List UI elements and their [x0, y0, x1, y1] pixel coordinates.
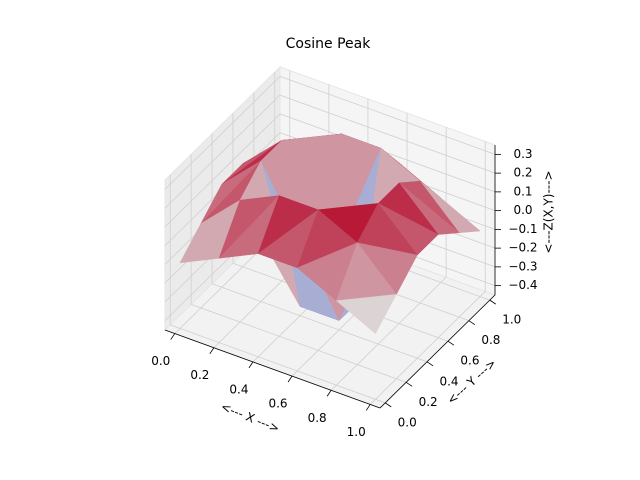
tick-mark — [385, 402, 392, 408]
x-tick-label: 0.6 — [268, 397, 287, 411]
grid-line — [164, 94, 281, 209]
y-tick-label: 0.2 — [419, 395, 438, 409]
tick-mark — [170, 333, 176, 340]
grid-line — [211, 283, 428, 363]
tick-mark — [365, 404, 371, 411]
grid-line — [164, 113, 281, 228]
x-tick-label: 1.0 — [347, 425, 366, 439]
z-axis-label: <---Z(X,Y)---> — [542, 170, 556, 253]
grid-line — [279, 113, 496, 193]
grid-line — [170, 324, 386, 404]
tick-mark — [468, 320, 476, 326]
tick-mark — [248, 361, 254, 369]
x-tick-label: 0.2 — [190, 368, 209, 382]
tick-mark — [447, 340, 455, 346]
x-tick-label: 0.8 — [308, 411, 327, 425]
y-tick-label: 0.0 — [398, 415, 417, 429]
z-tick-label: 0.2 — [513, 166, 532, 180]
x-tick-label: 0.0 — [151, 354, 170, 368]
grid-line — [164, 76, 281, 190]
grid-line — [330, 276, 447, 391]
surface-facet — [335, 294, 397, 335]
y-tick-label: 1.0 — [502, 313, 521, 327]
y-tick-label: 0.6 — [460, 354, 479, 368]
y-axis-line — [379, 294, 496, 409]
z-tick-label: −0.3 — [508, 259, 537, 273]
grid-line — [369, 291, 486, 405]
grid-line — [279, 75, 496, 155]
tick-mark — [326, 390, 332, 397]
y-tick-label: 0.8 — [481, 333, 500, 347]
y-tick-label: 0.4 — [439, 374, 458, 388]
grid-line — [279, 94, 496, 174]
chart-title: Cosine Peak — [286, 36, 372, 52]
x-axis-line — [164, 329, 381, 409]
z-tick-label: 0.3 — [513, 147, 532, 161]
tick-mark — [209, 347, 215, 354]
tick-mark — [489, 299, 496, 305]
tick-mark — [426, 361, 434, 367]
x-tick-label: 0.4 — [229, 382, 248, 396]
z-tick-label: −0.1 — [508, 222, 537, 236]
z-tick-label: 0.0 — [513, 203, 532, 217]
tick-mark — [405, 381, 413, 387]
grid-line — [190, 303, 407, 383]
z-tick-label: 0.1 — [513, 184, 532, 198]
z-tick-label: −0.2 — [508, 241, 537, 255]
z-tick-label: −0.4 — [508, 278, 537, 292]
tick-mark — [287, 375, 293, 383]
